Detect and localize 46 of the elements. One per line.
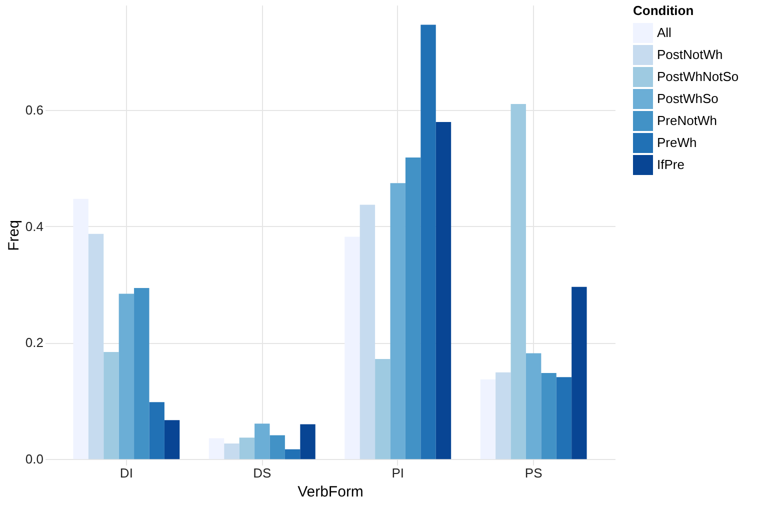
bar bbox=[104, 352, 119, 460]
bar bbox=[270, 435, 285, 460]
bar bbox=[224, 443, 240, 460]
legend-label: PreWh bbox=[657, 135, 697, 150]
y-tick-label: 0.6 bbox=[25, 102, 44, 118]
bar bbox=[300, 424, 316, 460]
bar bbox=[541, 373, 556, 460]
bar bbox=[390, 183, 406, 460]
bar bbox=[88, 234, 104, 460]
bar bbox=[73, 198, 88, 460]
legend-label: PostWhNotSo bbox=[657, 69, 739, 84]
bar bbox=[149, 402, 164, 460]
legend-label: PostWhSo bbox=[657, 91, 718, 106]
x-tick-label: PI bbox=[392, 466, 404, 480]
bar bbox=[480, 379, 496, 460]
legend-label: PostNotWh bbox=[657, 47, 723, 62]
bar bbox=[420, 24, 436, 460]
bar bbox=[556, 377, 572, 460]
bar bbox=[405, 158, 421, 460]
bar bbox=[436, 122, 452, 460]
bar bbox=[344, 236, 360, 460]
bar bbox=[496, 372, 511, 460]
legend-label: All bbox=[657, 25, 672, 40]
bar bbox=[254, 424, 270, 460]
bar bbox=[239, 438, 255, 460]
y-tick-label: 0.2 bbox=[25, 335, 44, 350]
bar bbox=[134, 288, 150, 460]
bar bbox=[510, 104, 526, 460]
x-tick-label: DI bbox=[120, 466, 133, 480]
bar bbox=[284, 449, 300, 460]
bar bbox=[118, 294, 134, 460]
bar bbox=[360, 204, 376, 460]
y-tick-label: 0.0 bbox=[25, 452, 44, 467]
x-tick-label: PS bbox=[524, 466, 543, 480]
y-axis-title: Freq bbox=[5, 220, 22, 251]
x-axis-title: VerbForm bbox=[298, 484, 364, 500]
legend-label: PreNotWh bbox=[657, 113, 717, 128]
legend-label: IfPre bbox=[657, 157, 684, 172]
bar bbox=[526, 353, 542, 460]
bar bbox=[572, 286, 587, 460]
y-tick-label: 0.4 bbox=[25, 218, 44, 234]
x-tick-label: DS bbox=[253, 466, 272, 480]
bar bbox=[208, 438, 224, 460]
legend-title: Condition bbox=[633, 3, 694, 18]
bar bbox=[375, 359, 390, 460]
bar bbox=[164, 420, 180, 460]
